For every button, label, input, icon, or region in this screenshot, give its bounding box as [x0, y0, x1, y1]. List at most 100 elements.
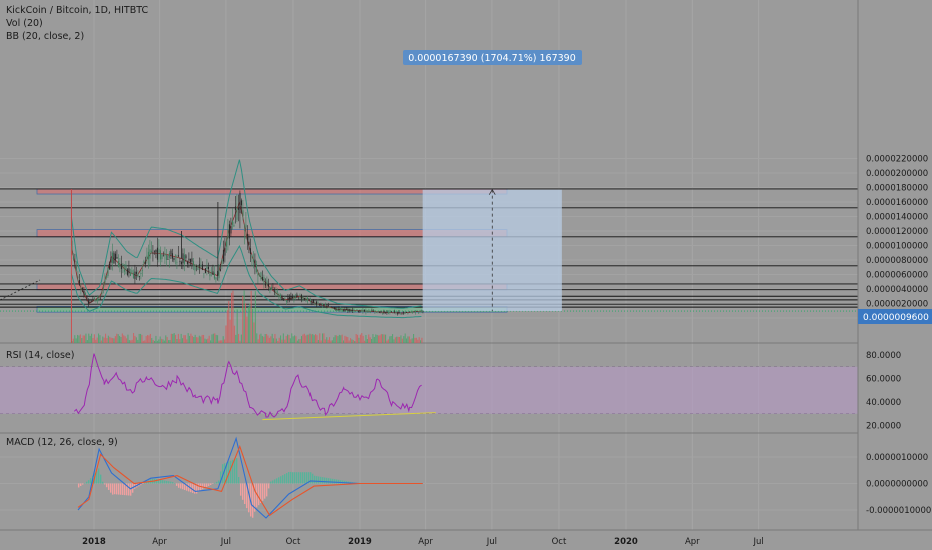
volume-bar [232, 290, 234, 343]
volume-bar [145, 336, 147, 343]
x-tick-label: Apr [685, 537, 700, 547]
last-price-box[interactable] [858, 309, 932, 324]
volume-bar [165, 335, 167, 343]
volume-bar [148, 335, 150, 343]
candle-body [422, 311, 424, 313]
volume-bar [231, 292, 233, 343]
macd-histogram-bar [281, 475, 284, 484]
candle-body [285, 300, 288, 302]
candle-body [269, 286, 271, 291]
volume-bar [196, 337, 198, 343]
volume-bar [333, 337, 335, 343]
macd-line [77, 436, 423, 519]
volume-bar [320, 340, 322, 343]
volume-bar [299, 338, 301, 343]
macd-histogram-bar [203, 483, 206, 489]
candle-body [233, 225, 235, 227]
candle-body [329, 306, 331, 307]
volume-bar [208, 335, 210, 343]
measure-label-box[interactable] [403, 50, 582, 65]
volume-bar [294, 335, 296, 343]
volume-bar [189, 335, 191, 343]
volume-bar [222, 336, 224, 343]
x-tick-label: Jul [753, 537, 764, 547]
candle-body [74, 260, 76, 262]
volume-bar [82, 335, 84, 343]
volume-bar [88, 333, 90, 343]
macd-histogram-bar [245, 483, 248, 509]
rsi-tick-label: 20.0000 [866, 422, 901, 432]
volume-bar [135, 337, 137, 343]
candle-body [257, 273, 259, 276]
volume-bar [324, 339, 326, 343]
volume-bar [315, 334, 317, 343]
y-tick-label: 0.0000100000 [866, 242, 928, 252]
volume-bar [415, 337, 417, 343]
candle-body [153, 250, 156, 252]
candle-body [218, 270, 220, 279]
volume-bar [175, 334, 177, 343]
x-tick-label: Apr [418, 537, 433, 547]
candle-body [366, 311, 369, 313]
candle-body [149, 249, 151, 259]
price-candles [70, 188, 424, 343]
volume-bar [201, 334, 203, 343]
volume-bar [107, 335, 109, 343]
volume-bar [200, 336, 202, 343]
candle-body [222, 249, 225, 262]
candle-body [368, 310, 370, 313]
volume-bar [176, 339, 178, 343]
macd-histogram-bar [77, 483, 80, 488]
macd-histogram-bar [329, 478, 332, 484]
candle-body [365, 310, 367, 313]
candle-body [209, 273, 211, 277]
volume-bar [357, 334, 359, 343]
candle-body [120, 263, 123, 270]
volume-bar [331, 340, 333, 343]
volume-bar [250, 290, 252, 343]
candle-body [126, 269, 129, 275]
candle-body [161, 254, 163, 260]
macd-histogram-bar [183, 483, 186, 490]
volume-bar [386, 340, 388, 343]
volume-bar [421, 337, 423, 343]
candle-body [228, 224, 231, 239]
x-tick-label: Oct [286, 537, 301, 547]
candle-body [170, 250, 172, 255]
volume-bar [128, 340, 130, 343]
volume-bar [228, 301, 230, 343]
candle-body [375, 312, 378, 313]
projection-box[interactable] [422, 188, 562, 312]
candle-body [155, 249, 157, 253]
candle-body [372, 310, 375, 312]
macd-histogram-bar [85, 481, 88, 484]
macd-histogram-bar [95, 470, 98, 484]
candle-body [383, 311, 385, 314]
macd-histogram-bar [283, 474, 286, 484]
candle-body [318, 304, 321, 306]
candle-body [183, 254, 186, 265]
signal-line [77, 444, 423, 517]
candle-body [225, 241, 228, 247]
candle-body [374, 311, 376, 313]
macd-histogram-bar [107, 483, 110, 490]
macd-histogram-bar [285, 473, 288, 484]
candle-body [404, 312, 406, 314]
volume-bar [375, 334, 377, 343]
candle-body [273, 290, 276, 292]
macd-histogram-bar [303, 472, 306, 484]
candle-body [315, 301, 318, 305]
candle-body [236, 208, 238, 220]
candle-body [420, 310, 423, 313]
volume-bar [303, 333, 305, 343]
candle-body [143, 261, 145, 264]
candle-body [99, 297, 102, 299]
candle-body [113, 252, 115, 264]
candle-body [384, 311, 387, 313]
volume-bar [72, 338, 74, 343]
candle-body [116, 257, 118, 259]
volume-bar [242, 296, 244, 343]
volume-bar [289, 338, 291, 343]
candle-body [158, 248, 160, 253]
volume-bar [177, 333, 179, 343]
